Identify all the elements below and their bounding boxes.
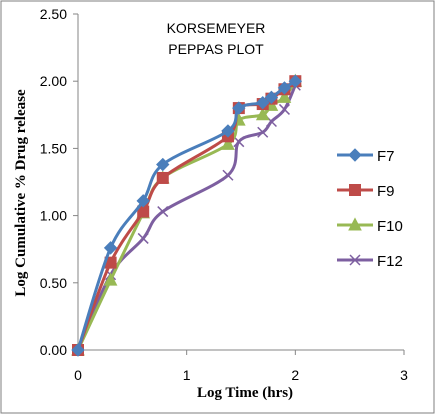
data-point-f7 [103, 241, 118, 255]
legend-marker-f12 [349, 254, 361, 266]
data-point-f10 [277, 89, 292, 103]
chart-title-line-2: PEPPAS PLOT [168, 41, 264, 57]
data-point-f9 [156, 171, 169, 184]
x-marker-stroke [157, 206, 169, 218]
x-marker-stroke [233, 136, 245, 148]
y-axis-title: Log Cumulative % Drug release [13, 89, 29, 297]
y-tick-label: 1.00 [40, 208, 67, 224]
x-tick-label: 0 [74, 367, 82, 383]
legend-label-f9: F9 [377, 183, 395, 200]
legend-marker-f10 [348, 217, 362, 231]
data-point-f12 [222, 169, 234, 181]
series-line-f7 [76, 79, 297, 351]
data-point-f12 [278, 103, 290, 115]
data-point-f12 [157, 206, 169, 218]
legend-label-f7: F7 [377, 148, 395, 165]
legend-marker-f9 [349, 184, 361, 196]
data-point-f10 [255, 107, 270, 121]
x-marker-stroke [265, 115, 277, 128]
data-point-f12 [137, 232, 149, 244]
data-point-f10 [221, 136, 235, 150]
data-point-f12 [233, 136, 245, 148]
x-marker-stroke [257, 126, 269, 138]
x-marker-stroke [349, 254, 361, 266]
x-marker-stroke [278, 103, 290, 115]
data-point-f10 [103, 272, 118, 286]
data-point-f7 [71, 343, 85, 357]
legend-label-f10: F10 [377, 218, 403, 235]
y-tick-label: 1.50 [40, 140, 67, 156]
x-tick-label: 1 [183, 367, 191, 383]
x-tick-label: 2 [291, 367, 299, 383]
chart-title-line-1: KORSEMEYER [167, 20, 266, 36]
y-tick-label: 0.00 [40, 342, 67, 358]
data-point-f7 [136, 194, 150, 208]
y-tick-label: 2.00 [40, 73, 67, 89]
y-tick-label: 2.50 [40, 6, 67, 22]
data-point-f7 [288, 74, 303, 88]
x-marker-stroke [222, 169, 234, 181]
y-tick-label: 0.50 [40, 275, 67, 291]
plot-area: 0.00 0.50 1.00 1.50 2.00 2.50 0 1 2 3 [40, 6, 408, 383]
legend-label-f12: F12 [377, 253, 403, 270]
data-point-f7 [256, 95, 270, 110]
data-point-f12 [257, 126, 269, 138]
x-marker-stroke [137, 232, 149, 244]
data-point-f7 [277, 81, 292, 95]
data-point-f7 [221, 124, 235, 138]
data-point-f7 [156, 157, 170, 172]
legend: F7 F9 F10 F12 [337, 148, 403, 270]
x-tick-label: 3 [400, 367, 408, 383]
data-point-f7 [232, 101, 246, 115]
legend-marker-f7 [348, 148, 362, 162]
x-axis-title: Log Time (hrs) [197, 385, 293, 401]
data-point-f7 [264, 90, 279, 105]
